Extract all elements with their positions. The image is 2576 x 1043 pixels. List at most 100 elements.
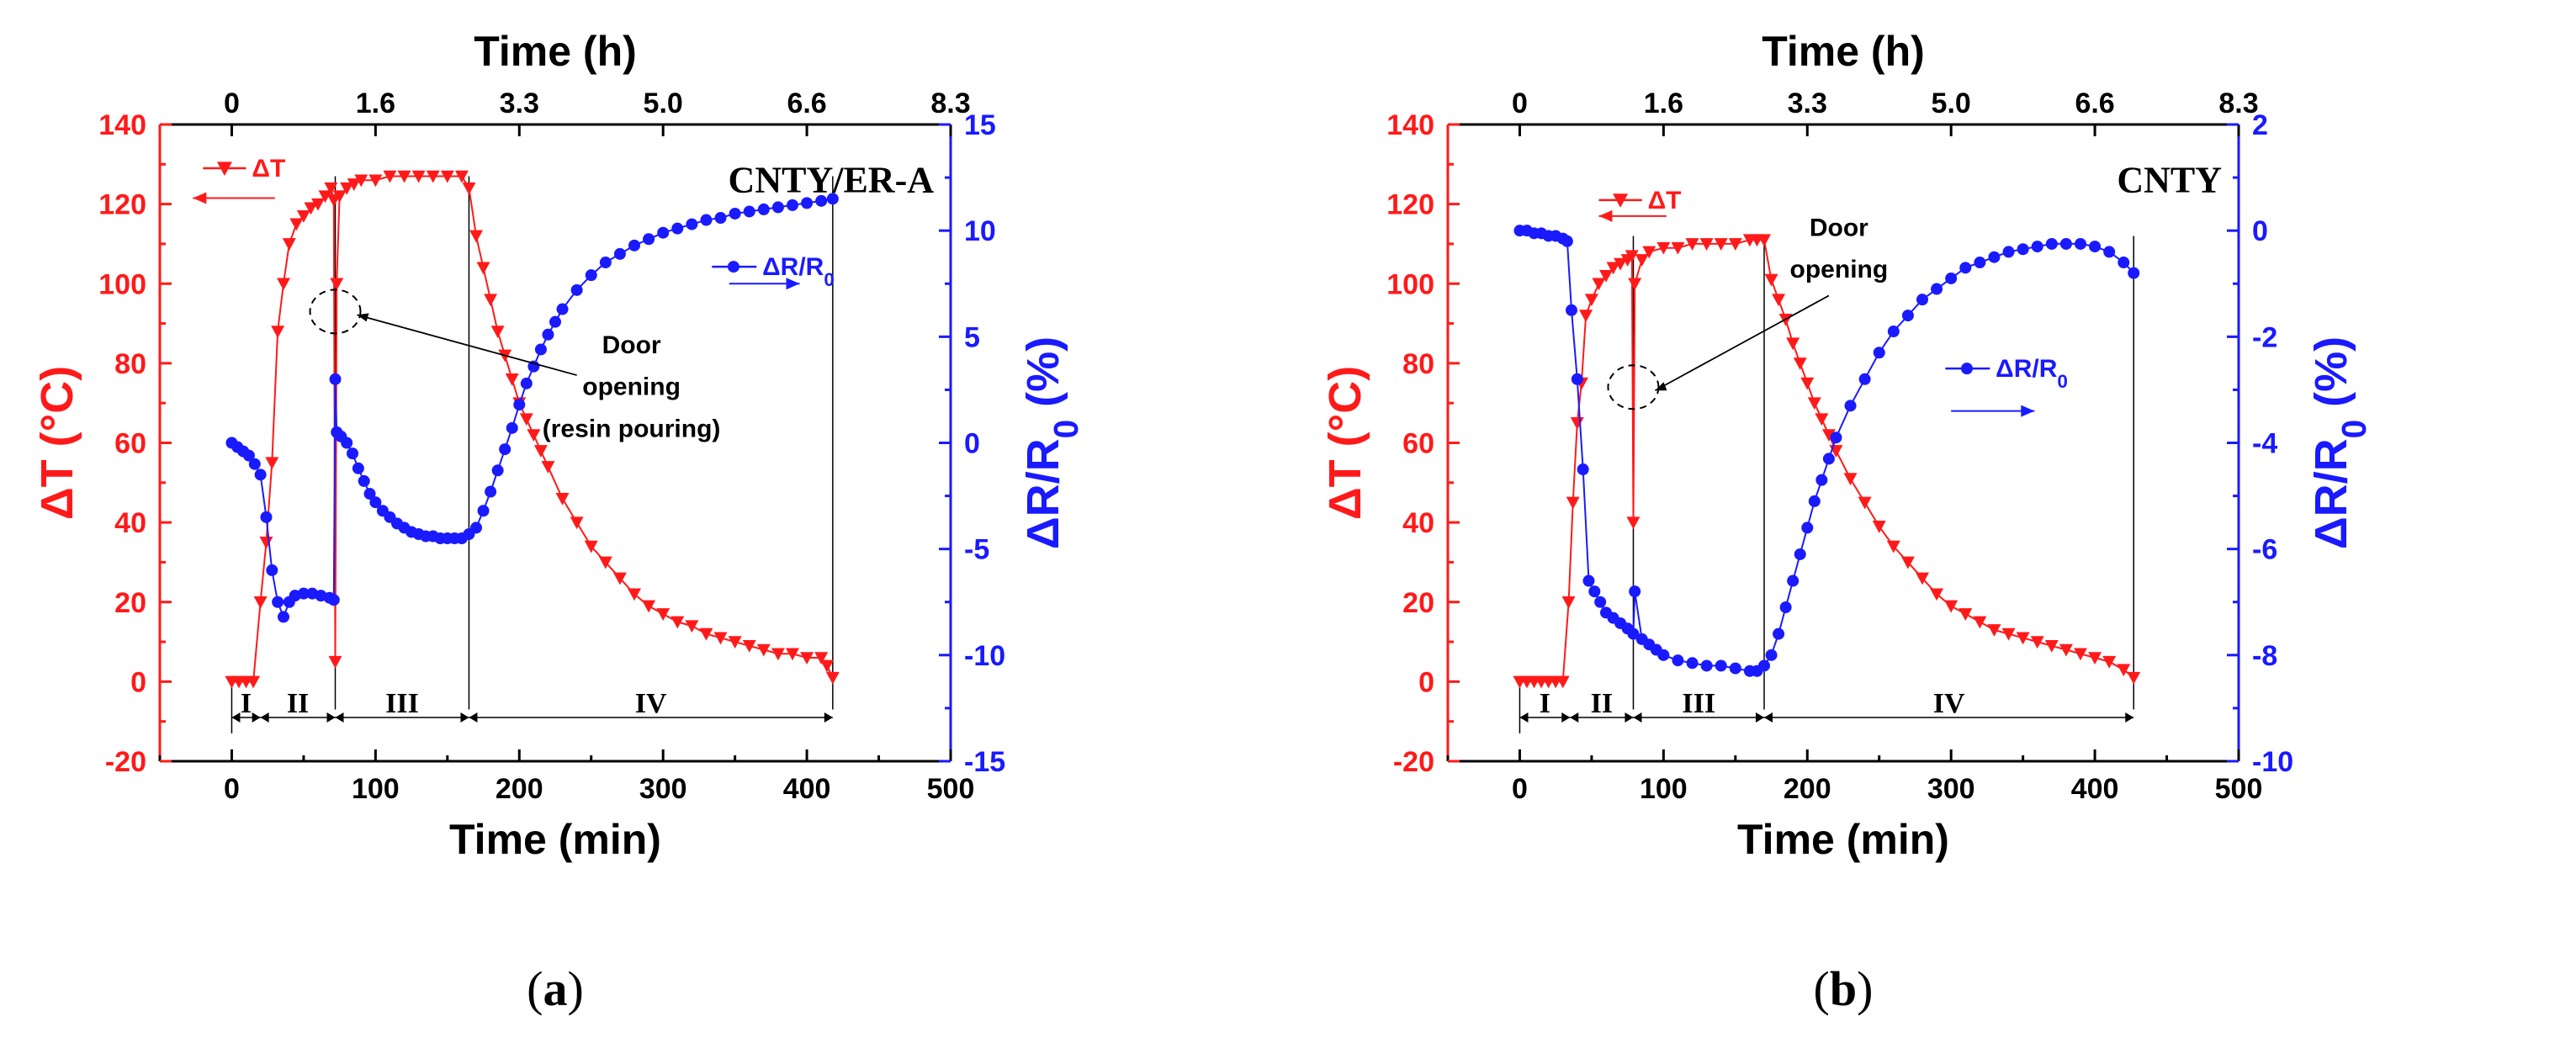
delta-r-marker	[1988, 251, 2001, 263]
legend-dt-label: ΔT	[252, 155, 285, 183]
right-tick-label: 5	[964, 321, 980, 353]
delta-t-marker	[820, 659, 835, 673]
right-tick-label: -10	[2252, 746, 2293, 778]
panel-caption-letter: a	[543, 961, 568, 1016]
chart-panel-b: 0 100 200 300 400 500 0 1.6 3.3 5.0 6.6 8.3 -20 0 20 40…	[1288, 0, 2576, 1043]
delta-t-marker	[1685, 238, 1699, 251]
delta-r-marker	[470, 522, 482, 534]
stage-range	[1764, 712, 2134, 723]
delta-r-marker	[369, 496, 382, 509]
delta-r-marker	[556, 303, 569, 315]
stage-arrowhead	[1570, 712, 1579, 723]
delta-r-marker	[1773, 627, 1785, 640]
delta-r-marker	[2031, 241, 2043, 253]
delta-t-marker	[800, 652, 814, 664]
left-axis-title: ΔT (°C)	[32, 366, 82, 520]
delta-t-marker	[1843, 473, 1858, 486]
annotation-pointer	[1655, 294, 1830, 392]
x-tick-label: 100	[352, 773, 400, 805]
delta-t-marker	[1628, 278, 1642, 291]
delta-r-marker	[1588, 585, 1601, 598]
top-tick-label: 6.6	[787, 87, 826, 119]
delta-t-marker	[1614, 257, 1628, 271]
delta-r-marker	[613, 247, 626, 260]
top-tick-label: 8.3	[2218, 87, 2258, 119]
delta-t-marker	[1625, 250, 1639, 263]
delta-t-marker	[825, 671, 840, 685]
delta-t-marker	[2088, 652, 2102, 664]
legend-dt-arrowhead	[193, 192, 207, 204]
delta-t-marker	[2001, 627, 2016, 641]
left-axis-title: ΔT (°C)	[1320, 366, 1370, 520]
delta-t-marker	[1793, 357, 1807, 370]
delta-t-marker	[541, 461, 555, 474]
delta-t-marker	[271, 326, 285, 339]
x-tick-label: 200	[1784, 773, 1831, 805]
delta-t-marker	[454, 170, 469, 183]
delta-t-marker	[289, 218, 304, 231]
right-tick-label: -4	[2252, 428, 2277, 460]
delta-t-marker	[699, 627, 713, 641]
delta-r-marker	[248, 458, 261, 470]
delta-t-marker	[259, 536, 273, 549]
annotation-arrowhead	[357, 313, 369, 322]
delta-r-marker	[1779, 601, 1792, 614]
stage-range	[469, 712, 833, 723]
delta-r-marker	[628, 239, 640, 251]
legend-dt-marker	[1613, 193, 1629, 208]
delta-t-marker	[1561, 596, 1576, 609]
x-tick-label: 0	[1512, 773, 1528, 805]
delta-t-marker	[1786, 337, 1800, 351]
delta-r-marker	[534, 343, 547, 356]
stage-range	[1633, 712, 1764, 723]
delta-t-marker	[1599, 269, 1613, 283]
delta-t-marker	[2059, 643, 2073, 657]
delta-t-marker	[484, 294, 498, 307]
stage-label: I	[241, 688, 252, 719]
delta-r-marker	[1808, 495, 1821, 507]
stage-arrowhead	[1519, 712, 1529, 723]
panel-caption: (b)	[1814, 961, 1874, 1016]
top-tick-label: 0	[224, 87, 240, 119]
top-tick-label: 1.6	[356, 87, 395, 119]
delta-t-marker	[304, 202, 318, 215]
left-tick-label: 60	[1402, 428, 1434, 460]
stage-range	[335, 712, 469, 723]
x-tick-label: 300	[639, 773, 687, 805]
annotation-text: opening	[1790, 256, 1889, 283]
delta-r-marker	[1657, 649, 1670, 661]
delta-t-marker	[490, 326, 505, 339]
delta-t-marker	[713, 632, 728, 645]
right-tick-label: 10	[964, 215, 996, 247]
stage-arrowhead	[1561, 712, 1571, 723]
delta-t-marker	[1872, 521, 1886, 533]
stage-label: III	[385, 688, 419, 719]
left-tick-label: 80	[1402, 348, 1434, 380]
delta-r-marker	[347, 447, 359, 460]
x-axis-title: Time (min)	[1737, 816, 1949, 863]
top-axis-title: Time (h)	[474, 28, 637, 75]
delta-t-marker	[340, 182, 354, 195]
delta-r-marker	[254, 469, 267, 481]
delta-t-marker	[1821, 429, 1836, 442]
delta-t-marker	[1772, 294, 1786, 307]
delta-t-marker	[318, 190, 332, 204]
chart-panel-a: 0 100 200 300 400 500 0 1.6 3.3 5.0 6.6 8.3 -20 0 20 40…	[32, 28, 1085, 1016]
delta-t-marker	[527, 429, 541, 442]
right-tick-label: 2	[2252, 109, 2268, 141]
delta-t-marker	[1556, 675, 1570, 689]
stage-arrowhead	[1756, 712, 1764, 723]
delta-t-marker	[1566, 496, 1580, 510]
right-tick-label: -5	[964, 534, 989, 566]
delta-r-marker	[1787, 574, 1799, 587]
delta-r-marker	[1571, 373, 1583, 385]
right-tick-label: -10	[964, 640, 1005, 672]
delta-t-marker	[533, 445, 548, 458]
delta-t-marker	[1635, 254, 1649, 267]
delta-r-marker	[1916, 294, 1928, 306]
delta-r-marker	[549, 315, 561, 328]
stage-arrowhead	[1625, 712, 1634, 723]
delta-t-marker	[324, 182, 338, 195]
delta-r-marker	[1887, 326, 1900, 338]
delta-t-marker	[656, 608, 671, 621]
